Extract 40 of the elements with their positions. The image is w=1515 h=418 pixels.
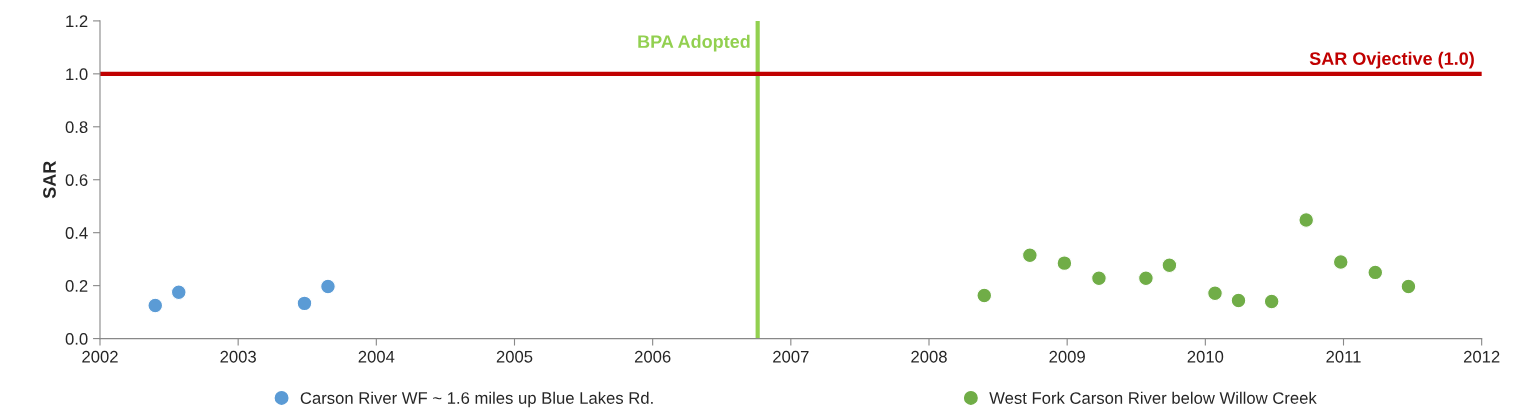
- x-tick-label: 2008: [911, 350, 947, 363]
- ref-line-label: BPA Adopted: [638, 34, 750, 52]
- x-tick-label: 2003: [220, 350, 256, 363]
- point: [1400, 278, 1417, 295]
- point: [1207, 285, 1223, 302]
- point: [170, 284, 187, 301]
- point: [1056, 255, 1073, 271]
- x-tick-label: 2002: [82, 350, 118, 363]
- x-tick-label: 2011: [1326, 350, 1361, 363]
- y-tick-label: 0.6: [65, 174, 88, 186]
- x-tick-label: 2007: [773, 350, 809, 363]
- y-tick-label: 0.8: [65, 121, 88, 133]
- x-tick-label: 2006: [634, 350, 671, 363]
- y-axis-title: SAR: [43, 161, 56, 199]
- y-tick-label: 1.0: [66, 68, 88, 81]
- legend-label: West Fork Carson River below Willow Creek: [989, 391, 1317, 404]
- legend-label: Carson River WF ~ 1.6 miles up Blue Lakes Rd.: [300, 391, 653, 408]
- point: [1332, 254, 1349, 270]
- x-tick-label: 2010: [1187, 350, 1224, 363]
- x-tick-label: 2012: [1463, 350, 1500, 363]
- point: [1161, 257, 1178, 274]
- point: [976, 287, 993, 304]
- point: [1263, 293, 1280, 310]
- y-tick-label: 0.0: [65, 332, 88, 345]
- point: [1022, 247, 1038, 264]
- point: [1230, 292, 1247, 309]
- ref-line-label: SAR Ovjective (1.0): [1309, 51, 1474, 69]
- y-tick-label: 1.2: [66, 15, 88, 27]
- point: [1138, 270, 1154, 287]
- point: [1091, 270, 1107, 287]
- point: [1298, 212, 1315, 228]
- point: [1367, 264, 1384, 281]
- y-tick-label: 0.4: [65, 227, 88, 239]
- x-tick-label: 2005: [496, 350, 533, 363]
- point: [147, 297, 164, 314]
- y-tick-label: 0.2: [65, 280, 88, 292]
- point: [296, 295, 313, 312]
- point: [320, 278, 336, 295]
- x-tick-label: 2004: [358, 350, 395, 363]
- x-tick-label: 2009: [1049, 350, 1085, 363]
